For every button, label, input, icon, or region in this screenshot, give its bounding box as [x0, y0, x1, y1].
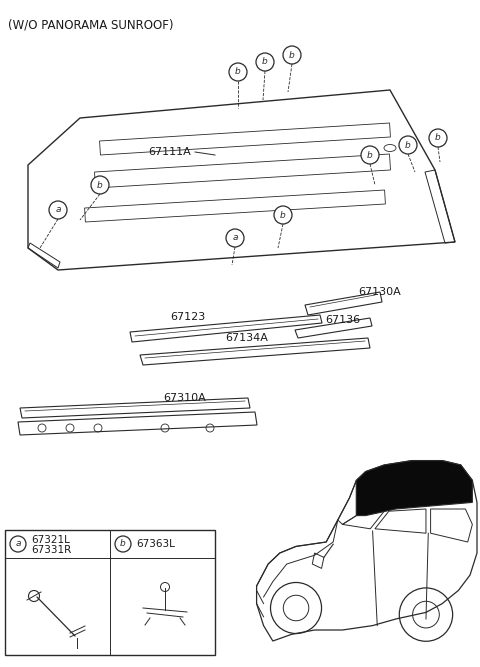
Text: a: a: [15, 540, 21, 548]
Circle shape: [399, 136, 417, 154]
Text: 67134A: 67134A: [225, 333, 268, 343]
Text: b: b: [97, 181, 103, 189]
Circle shape: [229, 63, 247, 81]
Circle shape: [413, 601, 439, 628]
Text: a: a: [232, 233, 238, 243]
Circle shape: [91, 176, 109, 194]
Text: 67363L: 67363L: [136, 539, 175, 549]
Circle shape: [429, 129, 447, 147]
Text: b: b: [289, 51, 295, 59]
Circle shape: [271, 582, 322, 634]
Text: 67136: 67136: [325, 315, 360, 325]
Text: 67321L: 67321L: [31, 535, 70, 545]
Text: b: b: [435, 133, 441, 143]
Circle shape: [256, 53, 274, 71]
Circle shape: [10, 536, 26, 552]
Text: b: b: [120, 540, 126, 548]
Circle shape: [49, 201, 67, 219]
Text: 67130A: 67130A: [358, 287, 401, 297]
Circle shape: [274, 206, 292, 224]
Text: a: a: [55, 205, 61, 215]
Text: b: b: [280, 211, 286, 219]
Text: 67331R: 67331R: [31, 545, 71, 555]
Text: (W/O PANORAMA SUNROOF): (W/O PANORAMA SUNROOF): [8, 18, 173, 31]
Polygon shape: [356, 461, 472, 516]
Circle shape: [361, 146, 379, 164]
Circle shape: [226, 229, 244, 247]
Text: 67310A: 67310A: [163, 393, 206, 403]
Circle shape: [283, 46, 301, 64]
Circle shape: [283, 595, 309, 621]
Text: 67123: 67123: [170, 312, 205, 322]
Text: b: b: [405, 141, 411, 149]
Text: 67111A: 67111A: [148, 147, 191, 157]
Circle shape: [115, 536, 131, 552]
Text: b: b: [235, 67, 241, 77]
Text: b: b: [262, 57, 268, 67]
Circle shape: [399, 588, 453, 641]
Text: b: b: [367, 151, 373, 159]
